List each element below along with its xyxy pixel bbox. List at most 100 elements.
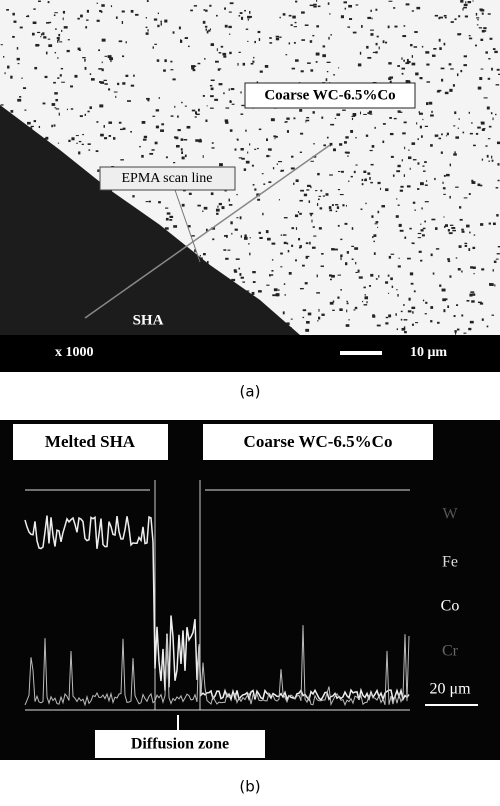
- speck: [371, 215, 374, 218]
- speck: [365, 134, 369, 137]
- speck: [316, 0, 318, 2]
- speck: [299, 212, 302, 215]
- speck: [367, 56, 372, 59]
- speck: [283, 217, 288, 219]
- speck: [496, 253, 500, 255]
- speck: [311, 246, 316, 249]
- speck: [491, 155, 493, 159]
- speck: [209, 28, 212, 31]
- speck: [97, 169, 100, 172]
- speck: [246, 290, 250, 292]
- speck: [388, 292, 390, 294]
- speck: [43, 36, 47, 39]
- speck: [305, 121, 307, 123]
- speck: [231, 232, 233, 235]
- speck: [485, 51, 488, 54]
- speck: [363, 170, 367, 173]
- speck: [466, 300, 470, 302]
- speck: [373, 240, 375, 243]
- speck: [252, 281, 256, 284]
- speck: [463, 55, 468, 58]
- speck: [211, 147, 215, 149]
- speck: [366, 45, 369, 49]
- speck: [16, 47, 19, 50]
- speck: [332, 309, 335, 311]
- speck: [188, 45, 190, 48]
- speck: [355, 137, 357, 139]
- speck: [417, 232, 422, 235]
- speck: [388, 314, 392, 318]
- speck: [393, 7, 396, 9]
- speck: [266, 284, 270, 286]
- speck: [346, 309, 348, 313]
- sha-region: [0, 105, 300, 335]
- speck: [56, 57, 59, 59]
- speck: [363, 286, 366, 289]
- speck: [347, 155, 349, 157]
- speck: [462, 7, 464, 11]
- speck: [331, 248, 335, 251]
- speck: [400, 185, 404, 188]
- speck: [223, 249, 227, 251]
- speck: [343, 1, 348, 4]
- speck: [247, 18, 249, 21]
- speck: [12, 12, 15, 16]
- speck: [424, 201, 429, 203]
- speck: [372, 51, 377, 54]
- speck: [466, 224, 470, 228]
- speck: [372, 315, 376, 318]
- speck: [321, 253, 324, 255]
- speck: [38, 0, 41, 2]
- speck: [122, 127, 126, 130]
- speck: [222, 52, 227, 56]
- speck: [322, 54, 326, 58]
- speck: [283, 241, 287, 245]
- speck: [414, 31, 418, 33]
- speck: [13, 20, 17, 23]
- speck: [344, 262, 348, 266]
- speck: [441, 133, 443, 136]
- speck: [387, 25, 390, 29]
- speck: [278, 199, 280, 201]
- speck: [409, 227, 412, 230]
- speck: [238, 267, 241, 270]
- speck: [376, 324, 381, 327]
- speck: [391, 285, 394, 288]
- speck: [299, 109, 303, 112]
- speck: [78, 140, 82, 143]
- speck: [166, 212, 171, 215]
- speck: [496, 214, 499, 217]
- speck: [336, 206, 340, 209]
- speck: [495, 113, 497, 116]
- speck: [351, 115, 356, 117]
- speck: [468, 327, 472, 331]
- speck: [323, 144, 326, 147]
- speck: [245, 129, 247, 132]
- speck: [351, 117, 354, 121]
- speck: [345, 204, 347, 207]
- speck: [412, 201, 416, 204]
- speck: [240, 276, 244, 279]
- speck: [326, 136, 329, 139]
- speck: [433, 47, 437, 50]
- speck: [203, 206, 208, 210]
- speck: [469, 320, 474, 324]
- speck: [414, 209, 416, 211]
- speck: [480, 184, 483, 187]
- speck: [465, 1, 467, 4]
- speck: [170, 60, 173, 63]
- speck: [410, 282, 414, 285]
- speck: [47, 38, 51, 40]
- speck: [254, 188, 257, 191]
- speck: [489, 37, 493, 40]
- speck: [357, 269, 360, 273]
- speck: [154, 141, 158, 145]
- speck: [152, 115, 156, 117]
- speck: [265, 230, 269, 234]
- speck: [359, 111, 362, 115]
- speck: [259, 236, 263, 240]
- speck: [409, 272, 414, 276]
- speck: [148, 200, 152, 203]
- speck: [118, 121, 122, 124]
